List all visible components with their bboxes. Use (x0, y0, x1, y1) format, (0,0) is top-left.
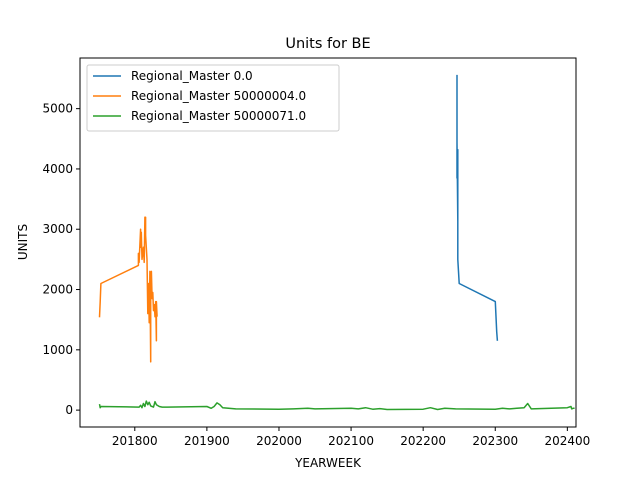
legend-label: Regional_Master 50000071.0 (131, 109, 306, 123)
y-tick-label: 4000 (42, 162, 73, 176)
x-tick-label: 202300 (472, 434, 518, 448)
legend-box (86, 64, 340, 132)
chart-title: Units for BE (285, 36, 370, 52)
y-tick-label: 1000 (42, 343, 73, 357)
legend-label: Regional_Master 50000004.0 (131, 89, 306, 103)
series-line-2 (98, 216, 158, 363)
series-line-3 (98, 400, 575, 411)
x-tick-label: 201900 (184, 434, 230, 448)
x-tick-label: 201800 (112, 434, 158, 448)
x-tick-label: 202100 (328, 434, 374, 448)
y-tick-label: 3000 (42, 222, 73, 236)
axes-frame (79, 57, 577, 428)
x-axis: 201800 201900 202000 202100 202200 202300 2024… (112, 427, 590, 448)
legend-label: Regional_Master 0.0 (131, 69, 253, 83)
y-tick-label: 5000 (42, 102, 73, 116)
y-tick-label: 2000 (42, 283, 73, 297)
series-line-1 (456, 74, 499, 341)
x-tick-label: 202400 (544, 434, 590, 448)
y-axis: 0 1000 2000 3000 4000 5000 (42, 102, 80, 417)
y-tick-label: 0 (65, 403, 73, 417)
x-tick-label: 202000 (256, 434, 302, 448)
plot-area (98, 74, 575, 411)
x-axis-title: YEARWEEK (294, 456, 362, 470)
legend: Regional_Master 0.0 Regional_Master 50000… (86, 64, 340, 132)
x-tick-label: 202200 (400, 434, 446, 448)
y-axis-title: UNITS (16, 224, 30, 260)
